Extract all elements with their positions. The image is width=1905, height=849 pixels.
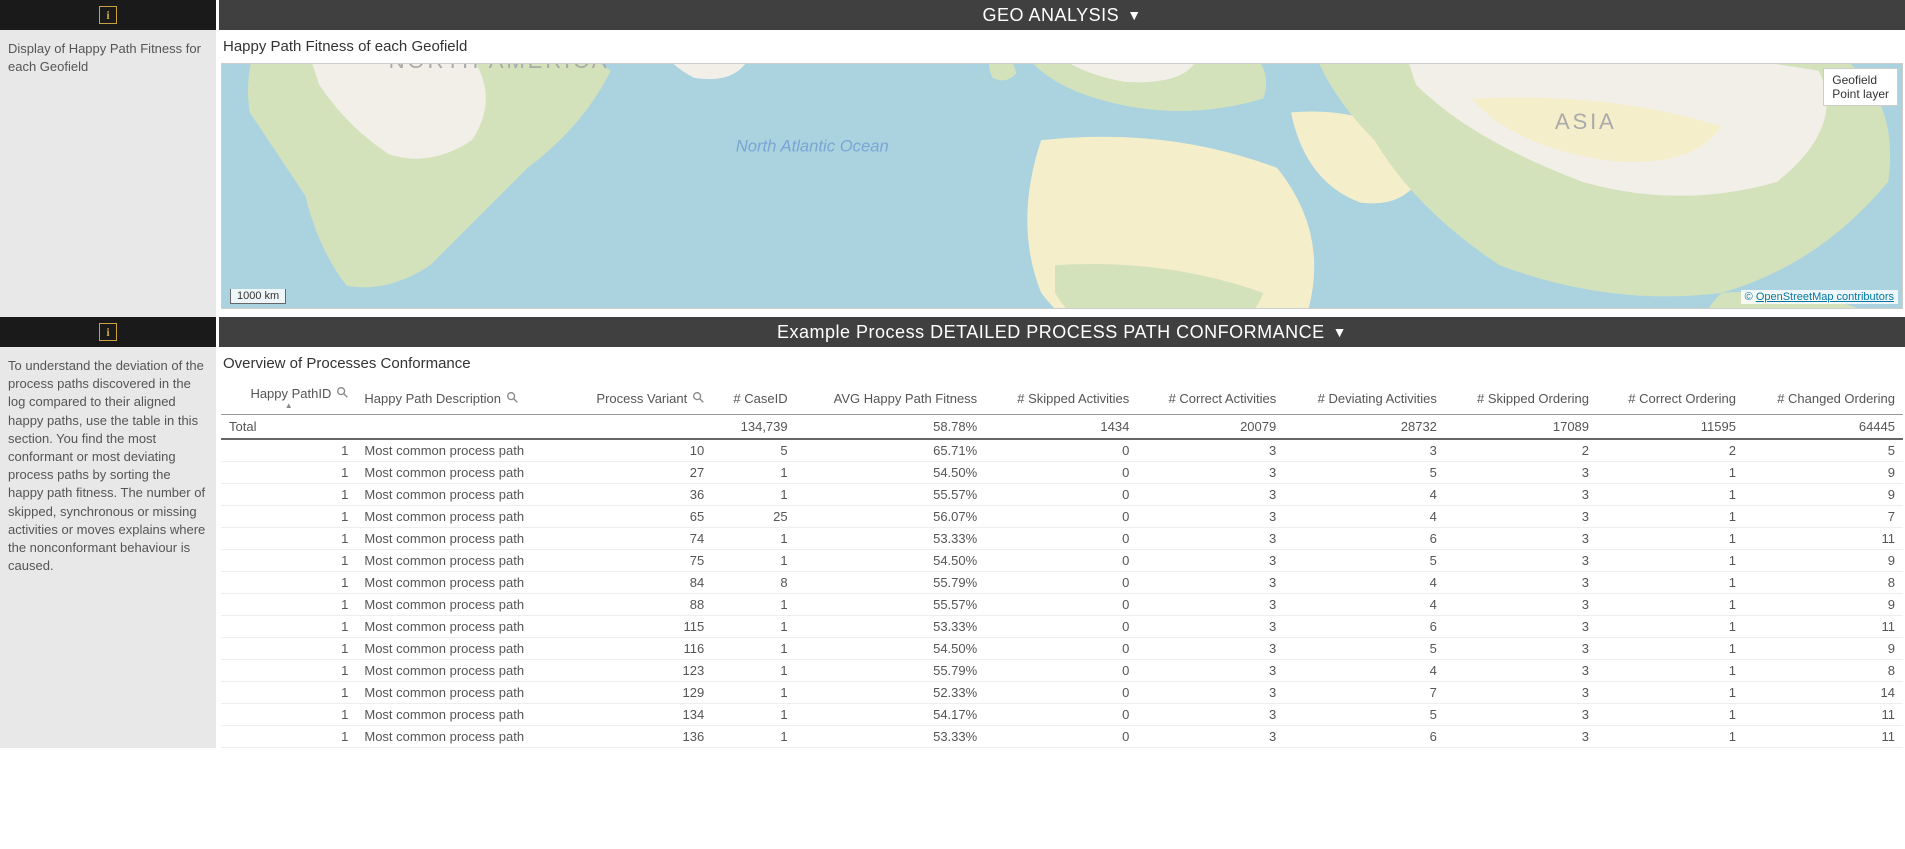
table-row[interactable]: 1Most common process path36155.57%034319 (221, 484, 1903, 506)
column-header[interactable]: # Deviating Activities (1284, 380, 1445, 415)
conformance-title: Example Process DETAILED PROCESS PATH CO… (777, 322, 1325, 343)
table-row[interactable]: 1Most common process path134154.17%03531… (221, 704, 1903, 726)
column-header[interactable]: Happy Path Description (356, 380, 565, 415)
column-header[interactable]: AVG Happy Path Fitness (796, 380, 986, 415)
table-row[interactable]: 1Most common process path652556.07%03431… (221, 506, 1903, 528)
table-row[interactable]: 1Most common process path116154.50%03531… (221, 638, 1903, 660)
table-row[interactable]: 1Most common process path10565.71%033225 (221, 439, 1903, 462)
search-icon[interactable] (337, 387, 348, 401)
map-label-na: NORTH AMERICA (389, 64, 610, 73)
column-header[interactable]: # Correct Ordering (1597, 380, 1744, 415)
table-total-row: Total134,73958.78%1434200792873217089115… (221, 415, 1903, 440)
table-body: Total134,73958.78%1434200792873217089115… (221, 415, 1903, 748)
table-row[interactable]: 1Most common process path136153.33%03631… (221, 726, 1903, 748)
conformance-header[interactable]: Example Process DETAILED PROCESS PATH CO… (219, 317, 1905, 347)
table-row[interactable]: 1Most common process path84855.79%034318 (221, 572, 1903, 594)
table-header-row: Happy PathID▲Happy Path DescriptionProce… (221, 380, 1903, 415)
table-row[interactable]: 1Most common process path129152.33%03731… (221, 682, 1903, 704)
map-scale: 1000 km (230, 289, 286, 304)
info-box-conformance: i (0, 317, 219, 347)
conformance-table: Happy PathID▲Happy Path DescriptionProce… (221, 380, 1903, 748)
map-section-title: Happy Path Fitness of each Geofield (219, 30, 1905, 63)
osm-link[interactable]: OpenStreetMap contributors (1756, 291, 1894, 303)
table-row[interactable]: 1Most common process path74153.33%036311… (221, 528, 1903, 550)
table-section-title: Overview of Processes Conformance (219, 347, 1905, 380)
geo-sidebar-text: Display of Happy Path Fitness for each G… (0, 30, 219, 317)
info-box-geo: i (0, 0, 219, 30)
column-header[interactable]: # Correct Activities (1137, 380, 1284, 415)
column-header[interactable]: # Changed Ordering (1744, 380, 1903, 415)
column-header[interactable]: # CaseID (712, 380, 795, 415)
column-header[interactable]: Process Variant (565, 380, 712, 415)
geo-analysis-header[interactable]: GEO ANALYSIS ▼ (219, 0, 1905, 30)
world-map[interactable]: NORTH AMERICA EUROPE ASIA North Atlantic… (221, 63, 1903, 309)
legend-title: Geofield (1832, 73, 1889, 87)
search-icon[interactable] (693, 392, 704, 406)
info-icon[interactable]: i (99, 323, 117, 341)
table-row[interactable]: 1Most common process path75154.50%035319 (221, 550, 1903, 572)
conformance-sidebar-text: To understand the deviation of the proce… (0, 347, 219, 748)
search-icon[interactable] (507, 392, 518, 406)
map-attribution: © OpenStreetMap contributors (1741, 290, 1898, 304)
column-header[interactable]: Happy PathID▲ (221, 380, 356, 415)
legend-layer: Point layer (1832, 87, 1889, 101)
sort-indicator-icon: ▲ (229, 401, 348, 410)
info-icon[interactable]: i (99, 6, 117, 24)
column-header[interactable]: # Skipped Ordering (1445, 380, 1597, 415)
table-row[interactable]: 1Most common process path88155.57%034319 (221, 594, 1903, 616)
collapse-icon: ▼ (1333, 324, 1347, 340)
map-label-ocean: North Atlantic Ocean (736, 136, 889, 155)
map-legend: Geofield Point layer (1823, 68, 1898, 106)
map-label-asia: ASIA (1555, 109, 1617, 134)
table-row[interactable]: 1Most common process path123155.79%03431… (221, 660, 1903, 682)
column-header[interactable]: # Skipped Activities (985, 380, 1137, 415)
geo-analysis-title: GEO ANALYSIS (982, 5, 1119, 26)
table-row[interactable]: 1Most common process path115153.33%03631… (221, 616, 1903, 638)
collapse-icon: ▼ (1127, 7, 1141, 23)
table-row[interactable]: 1Most common process path27154.50%035319 (221, 462, 1903, 484)
